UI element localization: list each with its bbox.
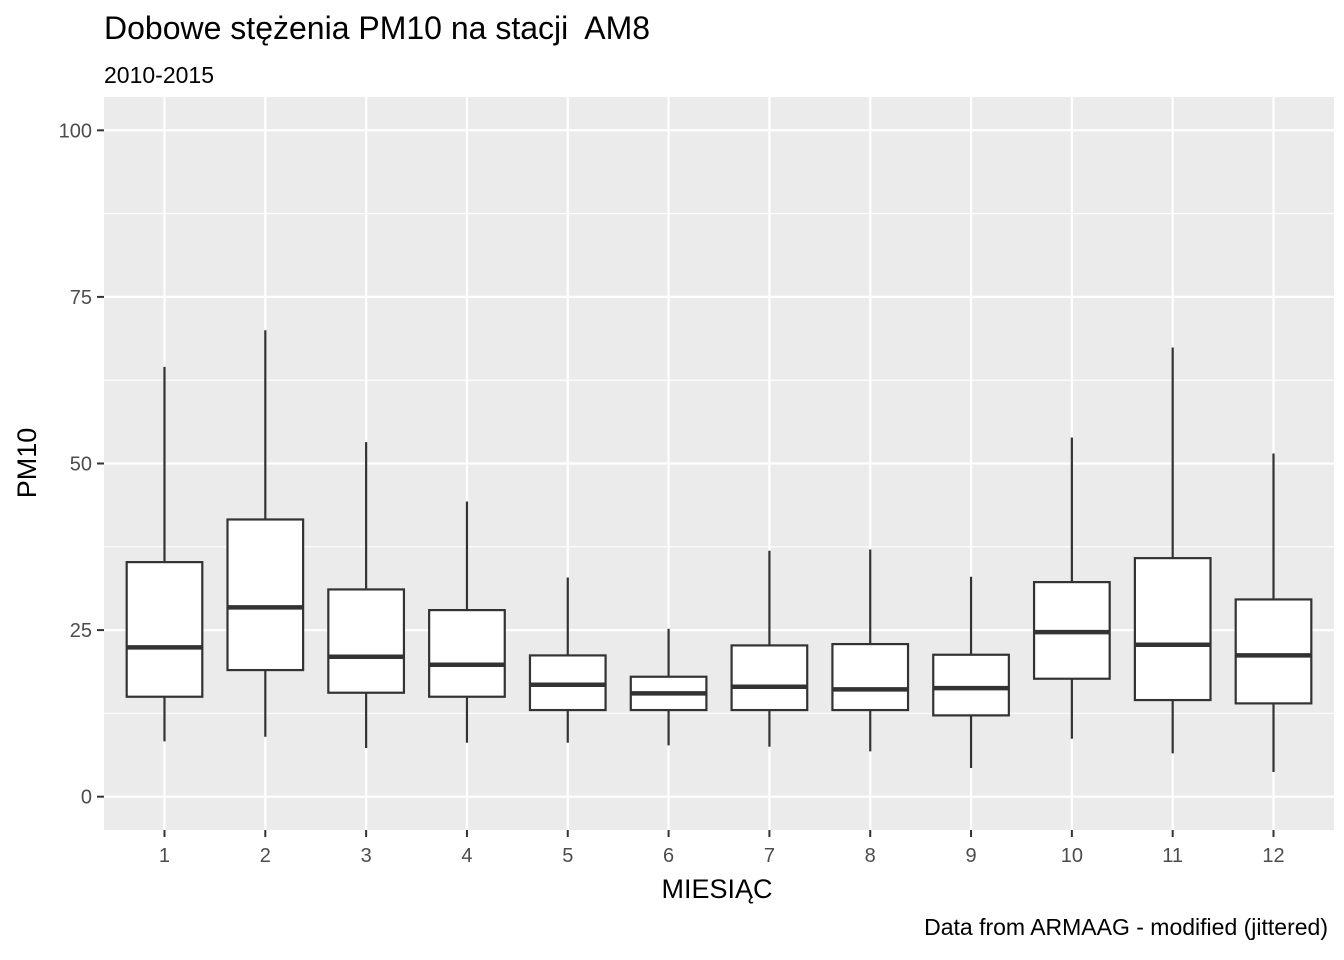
- chart-caption: Data from ARMAAG - modified (jittered): [924, 914, 1328, 940]
- box-series: [125, 330, 1313, 773]
- box-4: [428, 501, 506, 743]
- minor-gridlines: [104, 213, 1334, 714]
- x-tick-label: 2: [260, 845, 271, 867]
- x-axis-title: MIESIĄC: [661, 874, 772, 904]
- box-iqr: [428, 608, 506, 698]
- y-tick-label: 100: [59, 120, 92, 142]
- box-iqr: [932, 653, 1010, 717]
- y-tick-label: 25: [70, 620, 92, 642]
- box-8: [831, 549, 910, 752]
- box-iqr: [831, 642, 910, 712]
- box-5: [528, 577, 607, 743]
- x-tick-label: 10: [1061, 845, 1083, 867]
- x-tick-label: 9: [965, 845, 976, 867]
- box-10: [1032, 437, 1111, 739]
- chart-title: Dobowe stężenia PM10 na stacji AM8: [104, 10, 651, 46]
- box-1: [125, 366, 204, 742]
- x-tick-label: 3: [361, 845, 372, 867]
- box-7: [730, 550, 809, 747]
- x-tick-label: 1: [159, 845, 170, 867]
- box-12: [1234, 453, 1313, 773]
- x-tick-label: 4: [461, 845, 472, 867]
- box-6: [629, 628, 708, 746]
- box-iqr: [730, 644, 809, 712]
- x-tick-label: 11: [1162, 845, 1183, 867]
- y-axis-title: PM10: [12, 428, 42, 499]
- box-iqr: [1234, 598, 1313, 705]
- x-tick-label: 6: [663, 845, 674, 867]
- x-tick-label: 12: [1262, 845, 1284, 867]
- box-2: [226, 330, 305, 737]
- x-tick-label: 8: [865, 845, 876, 867]
- box-iqr: [327, 588, 406, 694]
- box-iqr: [1133, 557, 1212, 702]
- box-3: [327, 442, 406, 749]
- y-tick-label: 75: [70, 287, 92, 309]
- box-11: [1133, 347, 1212, 754]
- x-axis: 1 2 3 4 5 6 7 8 9 10 11 12: [159, 830, 1285, 867]
- chart-subtitle: 2010-2015: [104, 62, 214, 88]
- y-tick-label: 50: [70, 454, 92, 476]
- box-9: [932, 576, 1010, 769]
- x-tick-label: 5: [562, 845, 573, 867]
- x-tick-label: 7: [764, 845, 775, 867]
- box-iqr: [226, 518, 305, 672]
- y-axis: 0 25 50 75 100: [59, 120, 104, 809]
- y-tick-label: 0: [81, 787, 92, 809]
- box-iqr: [125, 561, 204, 698]
